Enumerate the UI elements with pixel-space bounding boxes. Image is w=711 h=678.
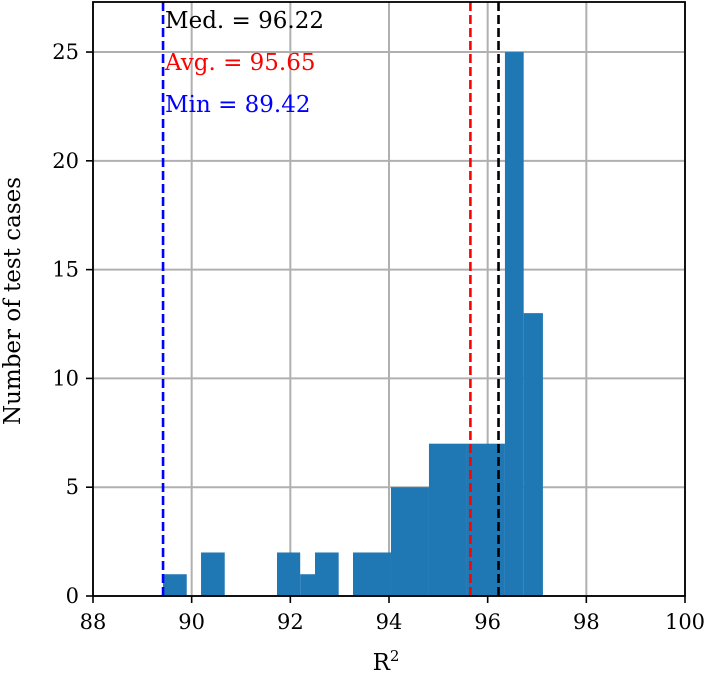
y-tick-label: 25	[52, 40, 79, 64]
histogram-bar	[523, 313, 543, 596]
x-tick-label: 88	[80, 610, 107, 634]
axis-ticks: 88 90 92 94 96 98 100 0 5 10 15 20 25	[52, 40, 705, 634]
histogram-bar	[163, 574, 187, 596]
x-tick-label: 98	[573, 610, 600, 634]
y-tick-label: 0	[66, 584, 79, 608]
x-tick-label: 90	[178, 610, 205, 634]
histogram-bar	[277, 552, 301, 596]
stat-annotation-label: Avg. = 95.65	[164, 50, 315, 76]
histogram-bar	[504, 52, 524, 597]
y-tick-label: 5	[66, 475, 79, 499]
stat-annotations: Med. = 96.22 Avg. = 95.65 Min = 89.42	[164, 8, 324, 118]
histogram-bar	[352, 552, 391, 596]
grid-lines	[92, 2, 686, 597]
y-tick-label: 10	[52, 366, 79, 390]
histogram-bar	[428, 443, 467, 596]
x-axis-label: R2	[373, 647, 400, 676]
x-axis-label-base: R	[373, 650, 391, 676]
y-tick-label: 15	[52, 258, 79, 282]
stat-annotation-label: Min = 89.42	[165, 92, 310, 118]
histogram-bar	[201, 552, 225, 596]
x-tick-label: 94	[376, 610, 403, 634]
x-tick-label: 100	[665, 610, 705, 634]
x-tick-label: 96	[474, 610, 501, 634]
x-tick-label: 92	[277, 610, 304, 634]
histogram-bar	[390, 487, 429, 596]
histogram-bar	[300, 574, 315, 596]
histogram-bar	[315, 552, 339, 596]
stat-lines	[161, 2, 500, 596]
y-axis-label: Number of test cases	[0, 177, 26, 425]
histogram-bar	[466, 443, 505, 596]
histogram-bars	[163, 52, 543, 597]
x-axis-label-superscript: 2	[390, 647, 400, 665]
stat-annotation-label: Med. = 96.22	[165, 8, 324, 34]
y-tick-label: 20	[52, 149, 79, 173]
